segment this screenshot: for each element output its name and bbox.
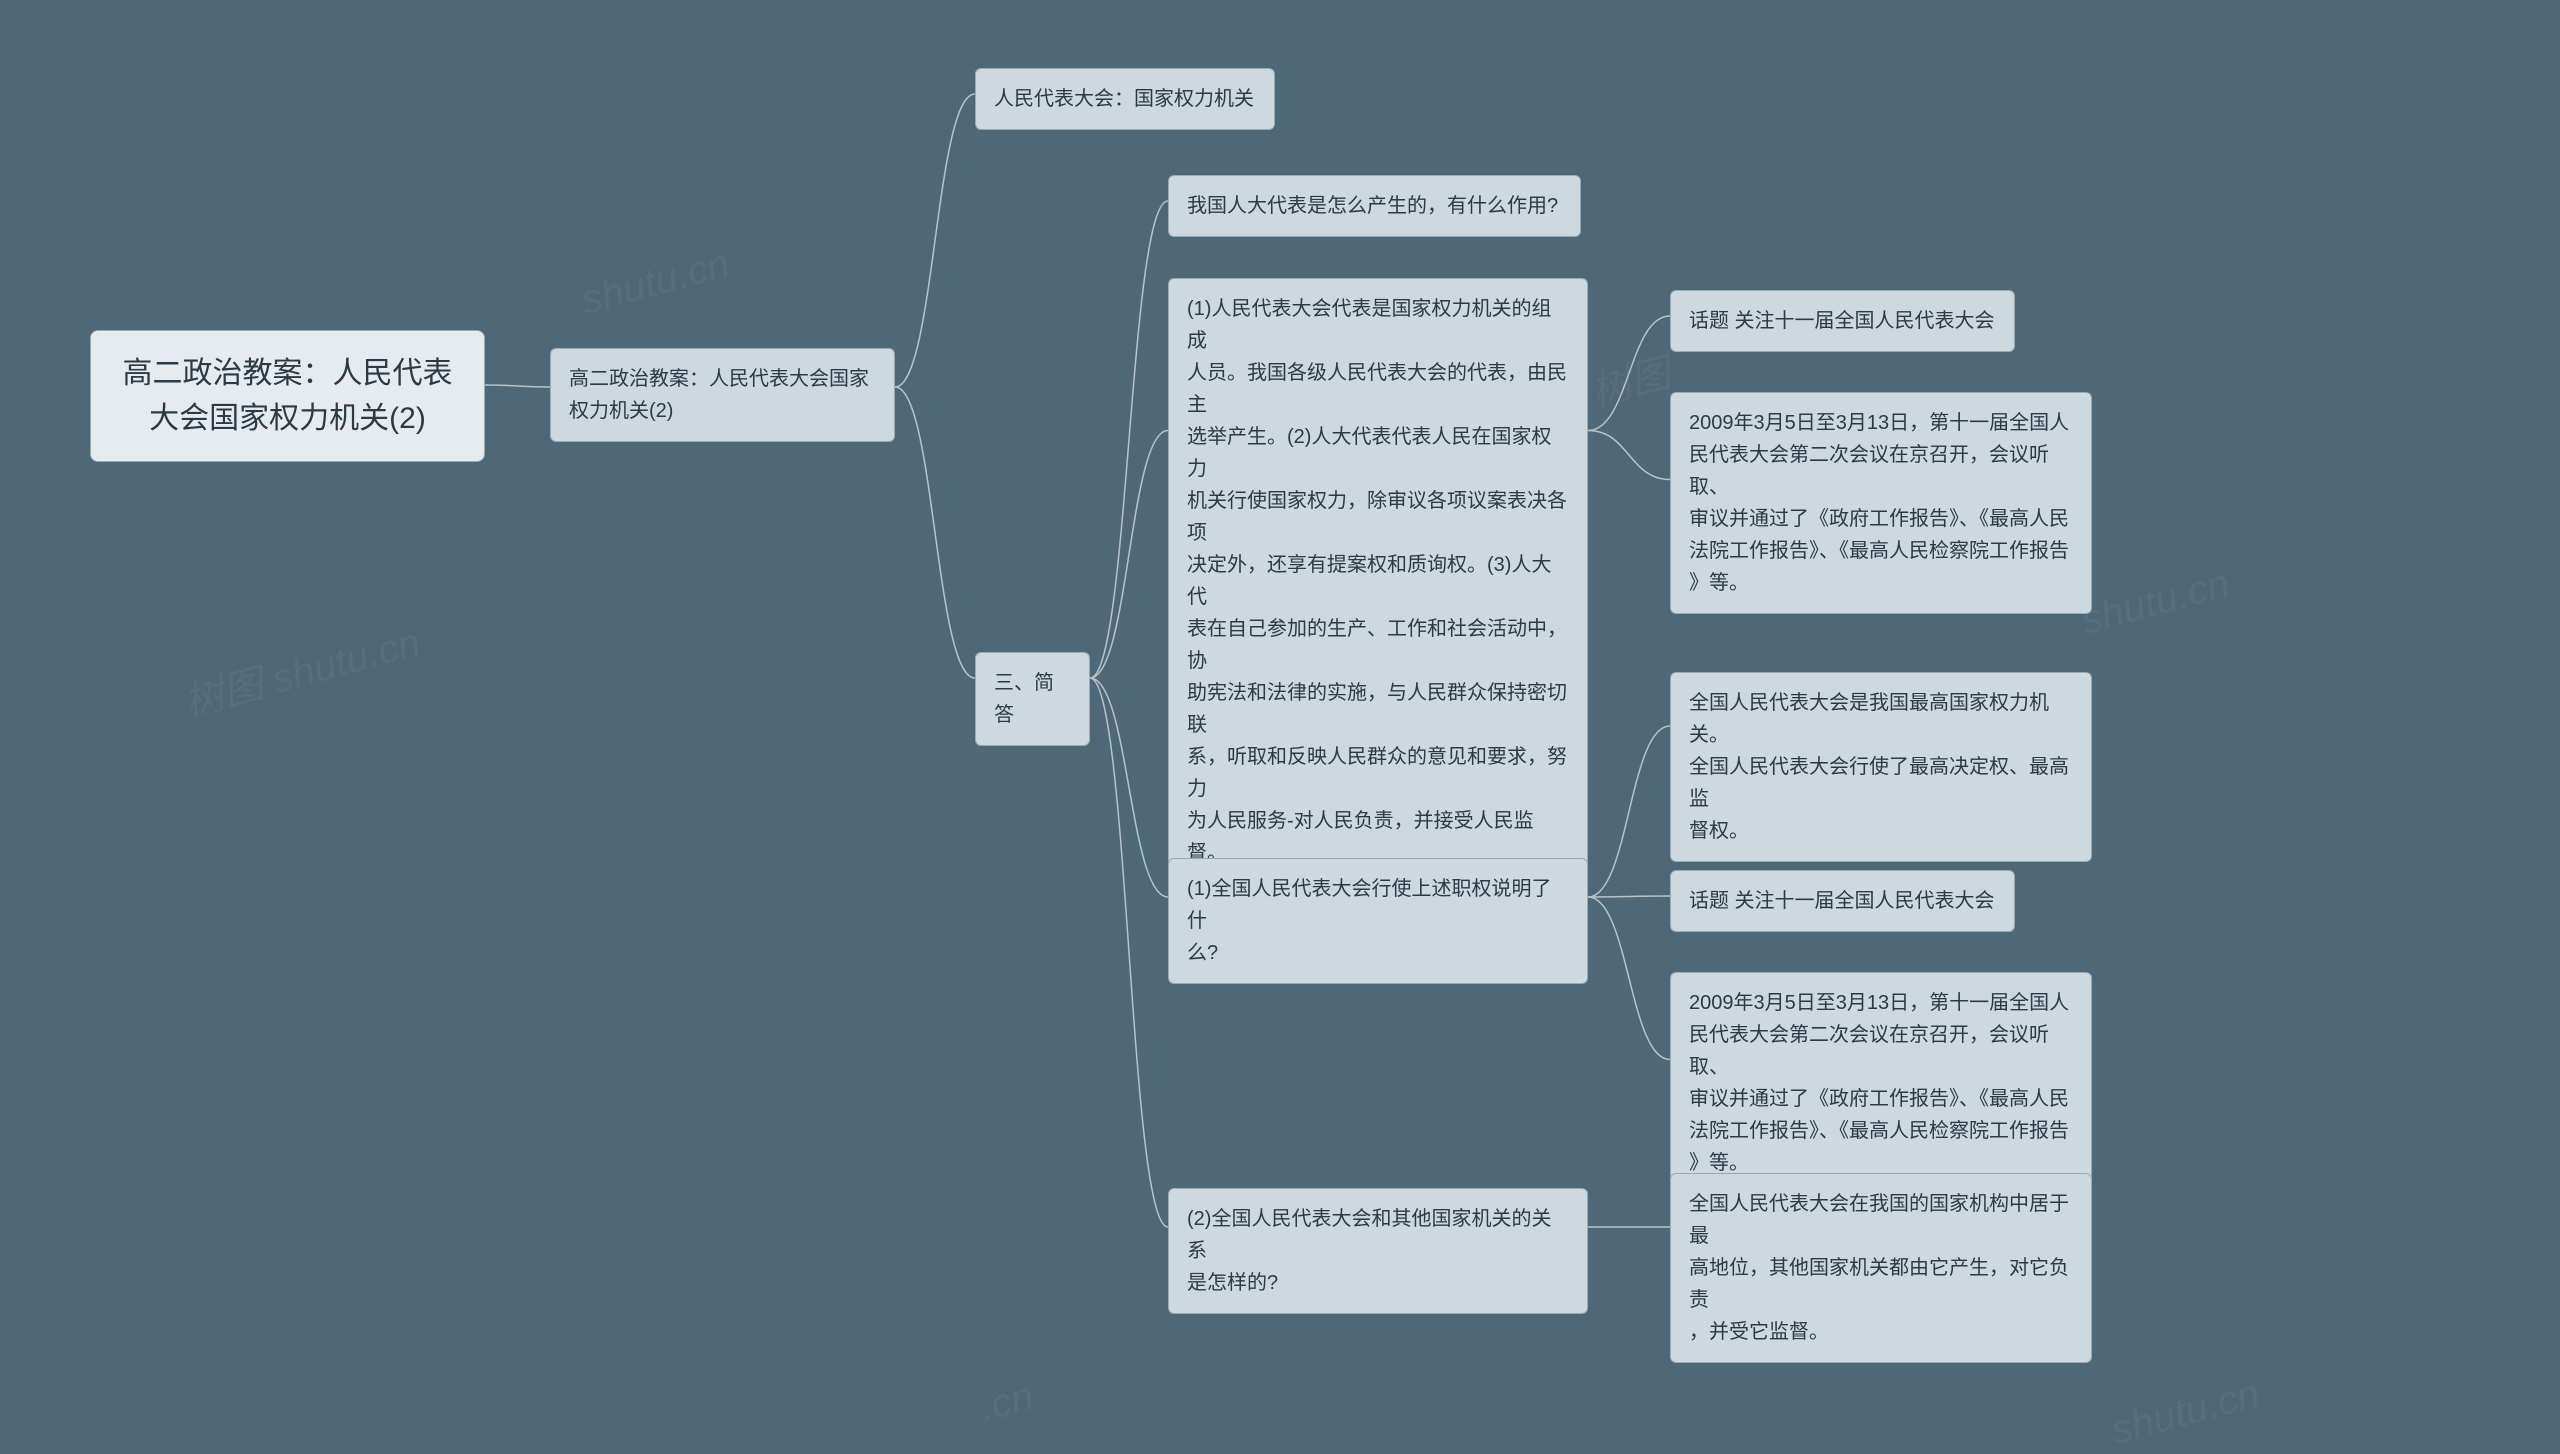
node-label: 高二政治教案：人民代表大会国家权力机关(2)	[569, 363, 869, 427]
leaf-node: 全国人民代表大会在我国的国家机构中居于最高地位，其他国家机关都由它产生，对它负责…	[1670, 1173, 2092, 1363]
watermark: 树图 shutu.cn	[177, 610, 426, 729]
watermark: shutu.cn	[2077, 561, 2235, 644]
leaf-node: 全国人民代表大会是我国最高国家权力机关。全国人民代表大会行使了最高决定权、最高监…	[1670, 672, 2092, 862]
branch-node: (1)人民代表大会代表是国家权力机关的组成人员。我国各级人民代表大会的代表，由民…	[1168, 278, 1588, 884]
node-label: 2009年3月5日至3月13日，第十一届全国人民代表大会第二次会议在京召开，会议…	[1689, 407, 2073, 599]
branch-node: 人民代表大会：国家权力机关	[975, 68, 1275, 130]
branch-node: (1)全国人民代表大会行使上述职权说明了什么?	[1168, 858, 1588, 984]
node-label: 全国人民代表大会是我国最高国家权力机关。全国人民代表大会行使了最高决定权、最高监…	[1689, 687, 2073, 847]
leaf-node: 话题 关注十一届全国人民代表大会	[1670, 870, 2015, 932]
node-label: 话题 关注十一届全国人民代表大会	[1689, 305, 1995, 337]
watermark: shutu.cn	[2107, 1371, 2265, 1454]
watermark: shutu.cn	[577, 241, 735, 324]
node-label: 高二政治教案：人民代表大会国家权力机关(2)	[123, 351, 453, 441]
node-label: (2)全国人民代表大会和其他国家机关的关系是怎样的?	[1187, 1203, 1569, 1299]
node-label: 人民代表大会：国家权力机关	[994, 83, 1254, 115]
node-label: 2009年3月5日至3月13日，第十一届全国人民代表大会第二次会议在京召开，会议…	[1689, 987, 2073, 1179]
node-label: 我国人大代表是怎么产生的，有什么作用?	[1187, 190, 1558, 222]
branch-node: 我国人大代表是怎么产生的，有什么作用?	[1168, 175, 1581, 237]
node-label: 全国人民代表大会在我国的国家机构中居于最高地位，其他国家机关都由它产生，对它负责…	[1689, 1188, 2073, 1348]
node-label: 三、简答	[994, 667, 1071, 731]
branch-node: 三、简答	[975, 652, 1090, 746]
leaf-node: 2009年3月5日至3月13日，第十一届全国人民代表大会第二次会议在京召开，会议…	[1670, 972, 2092, 1194]
leaf-node: 话题 关注十一届全国人民代表大会	[1670, 290, 2015, 352]
branch-node: 高二政治教案：人民代表大会国家权力机关(2)	[550, 348, 895, 442]
leaf-node: 2009年3月5日至3月13日，第十一届全国人民代表大会第二次会议在京召开，会议…	[1670, 392, 2092, 614]
branch-node: (2)全国人民代表大会和其他国家机关的关系是怎样的?	[1168, 1188, 1588, 1314]
watermark: 树图	[1584, 341, 1676, 418]
node-label: (1)全国人民代表大会行使上述职权说明了什么?	[1187, 873, 1569, 969]
root-node: 高二政治教案：人民代表大会国家权力机关(2)	[90, 330, 485, 462]
node-label: 话题 关注十一届全国人民代表大会	[1689, 885, 1995, 917]
node-label: (1)人民代表大会代表是国家权力机关的组成人员。我国各级人民代表大会的代表，由民…	[1187, 293, 1569, 869]
